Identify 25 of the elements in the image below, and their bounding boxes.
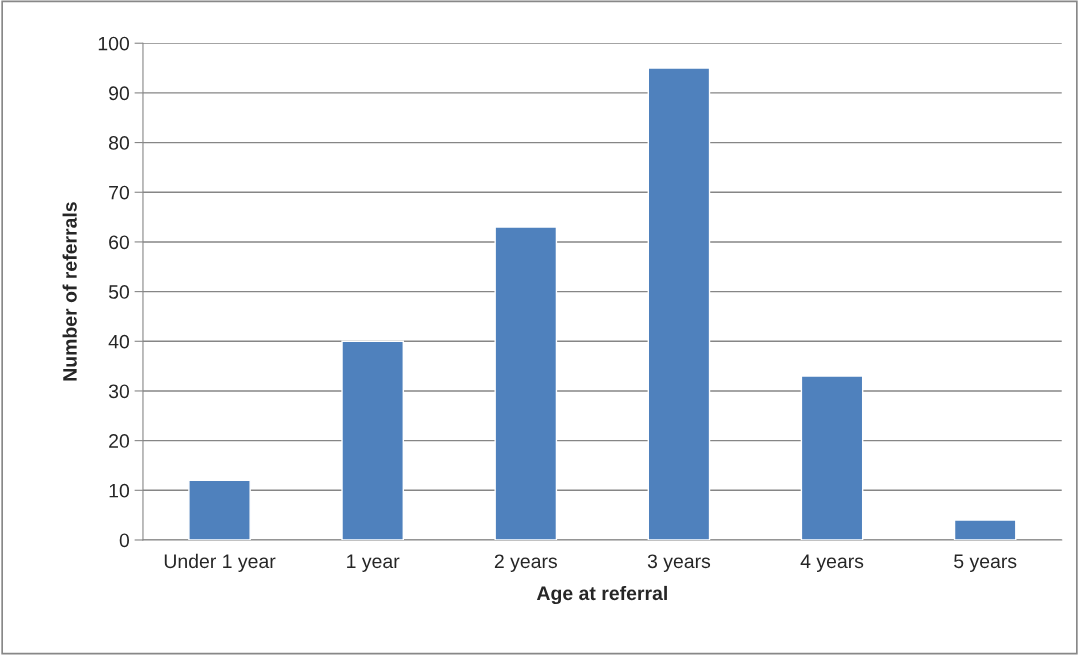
- x-tick-label: 1 year: [347, 554, 400, 572]
- y-tick-label: 20: [109, 434, 130, 448]
- x-tick-label: 3 years: [647, 554, 711, 572]
- y-tick-label: 10: [109, 483, 130, 498]
- bar: [953, 519, 1017, 540]
- y-tick-label: 80: [108, 136, 130, 150]
- y-axis-title: Number of referrals: [62, 202, 77, 381]
- x-tick-label: 2 years: [494, 554, 557, 572]
- x-tick-label: 4 years: [800, 554, 864, 572]
- bar: [647, 67, 711, 540]
- y-tick-label: 50: [108, 285, 130, 299]
- y-tick-label: 60: [109, 235, 130, 250]
- bar: [800, 375, 864, 540]
- y-tick-label: 30: [108, 384, 130, 399]
- bar: [341, 340, 404, 540]
- x-axis-title: Age at referral: [536, 585, 667, 605]
- bar: [188, 479, 251, 540]
- y-tick-label: 90: [109, 86, 130, 101]
- y-tick-label: 100: [98, 36, 130, 51]
- y-tick-label: 0: [119, 533, 130, 548]
- y-tick-label: 70: [109, 185, 130, 200]
- x-tick-label: 5 years: [954, 554, 1017, 572]
- bar: [494, 226, 558, 540]
- x-tick-label: Under 1 year: [164, 553, 276, 572]
- y-tick-label: 40: [108, 334, 130, 349]
